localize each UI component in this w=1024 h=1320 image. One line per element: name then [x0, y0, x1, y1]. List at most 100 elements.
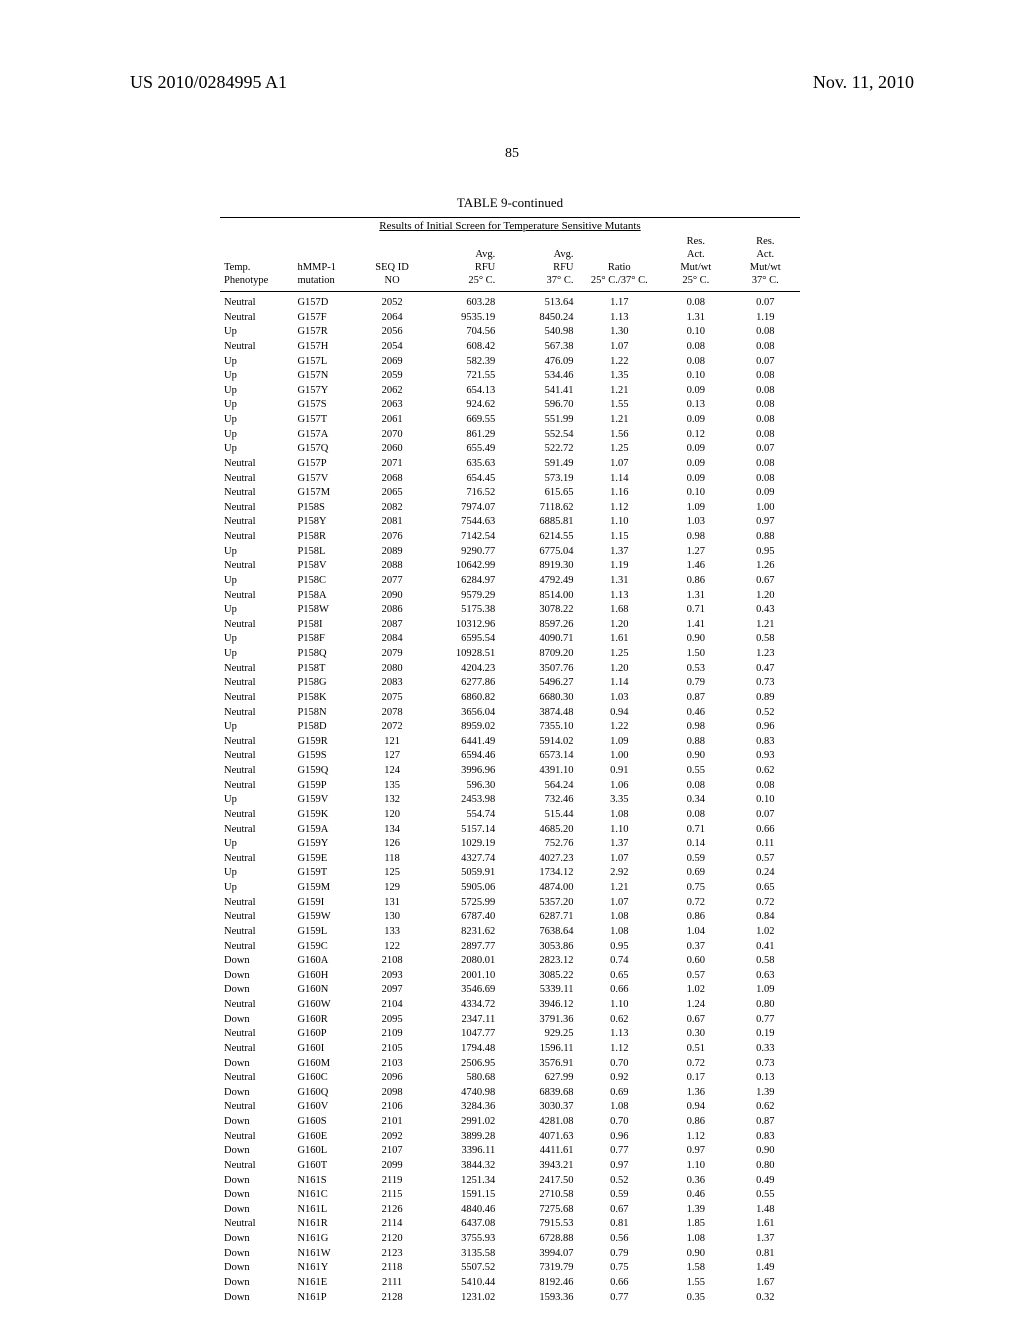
table-cell: 134 — [364, 822, 420, 837]
table-cell: 6573.14 — [499, 749, 577, 764]
table-cell: P158K — [293, 690, 364, 705]
table-cell: Neutral — [220, 734, 293, 749]
table-cell: 3507.76 — [499, 661, 577, 676]
table-row: NeutralG160C2096580.68627.990.920.170.13 — [220, 1071, 800, 1086]
table-cell: G160T — [293, 1158, 364, 1173]
table-cell: 0.67 — [578, 1202, 662, 1217]
table-row: DownN161S21191251.342417.500.520.360.49 — [220, 1173, 800, 1188]
table-cell: 515.44 — [499, 807, 577, 822]
table-cell: Up — [220, 573, 293, 588]
table-cell: 126 — [364, 837, 420, 852]
table-cell: 7974.07 — [420, 500, 499, 515]
table-row: UpP158F20846595.544090.711.610.900.58 — [220, 632, 800, 647]
table-cell: 1.13 — [578, 1027, 662, 1042]
table-cell: 1.23 — [731, 647, 801, 662]
table-cell: 2078 — [364, 705, 420, 720]
table-cell: 2062 — [364, 383, 420, 398]
table-cell: Down — [220, 1056, 293, 1071]
table-cell: 0.95 — [731, 544, 801, 559]
table-cell: 0.55 — [731, 1188, 801, 1203]
table-cell: 132 — [364, 793, 420, 808]
table-cell: Neutral — [220, 895, 293, 910]
table-cell: 721.55 — [420, 369, 499, 384]
table-row: DownG160L21073396.114411.610.770.970.90 — [220, 1144, 800, 1159]
table-cell: 551.99 — [499, 413, 577, 428]
table-cell: 2065 — [364, 486, 420, 501]
table-cell: 0.07 — [731, 442, 801, 457]
table-cell: 8597.26 — [499, 617, 577, 632]
table-row: UpG157A2070861.29552.541.560.120.08 — [220, 427, 800, 442]
table-cell: 0.08 — [731, 456, 801, 471]
table-cell: 2128 — [364, 1290, 420, 1305]
table-cell: G160H — [293, 968, 364, 983]
table-cell: G160I — [293, 1041, 364, 1056]
table-cell: 752.76 — [499, 837, 577, 852]
table-cell: 0.49 — [731, 1173, 801, 1188]
table-cell: 4027.23 — [499, 851, 577, 866]
table-cell: 1.26 — [731, 559, 801, 574]
table-cell: P158I — [293, 617, 364, 632]
table-cell: G160S — [293, 1115, 364, 1130]
table-cell: 5175.38 — [420, 603, 499, 618]
table-cell: 0.65 — [731, 881, 801, 896]
table-cell: 861.29 — [420, 427, 499, 442]
table-cell: 0.67 — [661, 1012, 730, 1027]
table-cell: 0.90 — [661, 1246, 730, 1261]
table-cell: G159K — [293, 807, 364, 822]
table-cell: 929.25 — [499, 1027, 577, 1042]
table-row: NeutralG157V2068654.45573.191.140.090.08 — [220, 471, 800, 486]
table-cell: 7638.64 — [499, 924, 577, 939]
table-cell: 0.80 — [731, 998, 801, 1013]
table-cell: Neutral — [220, 339, 293, 354]
table-cell: Neutral — [220, 1100, 293, 1115]
rule-top — [220, 217, 800, 218]
table-cell: 0.73 — [731, 676, 801, 691]
table-cell: Neutral — [220, 705, 293, 720]
table-cell: 2506.95 — [420, 1056, 499, 1071]
table-cell: 3030.37 — [499, 1100, 577, 1115]
table-cell: 669.55 — [420, 413, 499, 428]
table-row: DownN161L21264840.467275.680.671.391.48 — [220, 1202, 800, 1217]
table-cell: Neutral — [220, 617, 293, 632]
table-cell: 1.16 — [578, 486, 662, 501]
table-row: DownN161P21281231.021593.360.770.350.32 — [220, 1290, 800, 1305]
table-cell: Neutral — [220, 310, 293, 325]
table-cell: Up — [220, 325, 293, 340]
table-cell: Neutral — [220, 486, 293, 501]
table-cell: 0.58 — [731, 632, 801, 647]
table-cell: 7319.79 — [499, 1261, 577, 1276]
table-cell: 10928.51 — [420, 647, 499, 662]
table-cell: 6787.40 — [420, 910, 499, 925]
table-cell: 7275.68 — [499, 1202, 577, 1217]
table-cell: 0.96 — [731, 720, 801, 735]
table-cell: N161L — [293, 1202, 364, 1217]
table-row: DownG160A21082080.012823.120.740.600.58 — [220, 954, 800, 969]
table-cell: P158V — [293, 559, 364, 574]
table-cell: 6680.30 — [499, 690, 577, 705]
table-caption: TABLE 9-continued — [220, 195, 800, 211]
table-row: NeutralP158G20836277.865496.271.140.790.… — [220, 676, 800, 691]
table-cell: Neutral — [220, 778, 293, 793]
column-header: Temp.Phenotype — [220, 234, 293, 289]
table-cell: 1.39 — [731, 1085, 801, 1100]
table-cell: 8709.20 — [499, 647, 577, 662]
table-row: NeutralP158N20783656.043874.480.940.460.… — [220, 705, 800, 720]
table-cell: 0.93 — [731, 749, 801, 764]
table-cell: 1.00 — [731, 500, 801, 515]
table-cell: P158T — [293, 661, 364, 676]
table-cell: G157T — [293, 413, 364, 428]
table-cell: G159E — [293, 851, 364, 866]
table-cell: 2093 — [364, 968, 420, 983]
table-cell: 1.68 — [578, 603, 662, 618]
table-cell: 4327.74 — [420, 851, 499, 866]
table-cell: 2080 — [364, 661, 420, 676]
table-row: UpG157Q2060655.49522.721.250.090.07 — [220, 442, 800, 457]
table-row: NeutralG159K120554.74515.441.080.080.07 — [220, 807, 800, 822]
table-cell: 131 — [364, 895, 420, 910]
table-cell: Down — [220, 1188, 293, 1203]
table-cell: Neutral — [220, 749, 293, 764]
table-cell: 704.56 — [420, 325, 499, 340]
table-row: NeutralG159Q1243996.964391.100.910.550.6… — [220, 764, 800, 779]
table-cell: 5357.20 — [499, 895, 577, 910]
table-cell: 580.68 — [420, 1071, 499, 1086]
